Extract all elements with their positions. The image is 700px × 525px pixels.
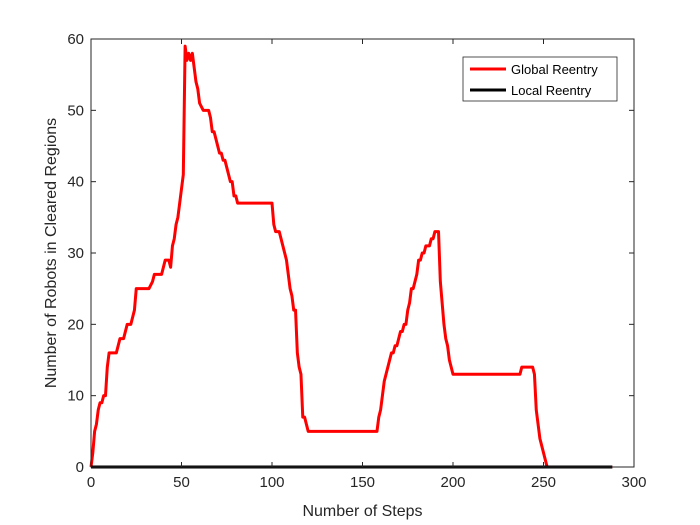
y-axis-label: Number of Robots in Cleared Regions — [43, 118, 60, 388]
y-tick-label: 20 — [67, 316, 84, 333]
legend: Global Reentry Local Reentry — [462, 56, 618, 102]
x-tick-label: 50 — [173, 474, 190, 491]
ticks-layer: 0 50 100 150 200 250 300 0 10 20 30 40 50 60 — [67, 31, 646, 491]
y-tick-label: 40 — [67, 174, 84, 191]
x-tick-label: 0 — [87, 474, 95, 491]
y-tick-label: 10 — [67, 388, 84, 405]
series-line-global-reentry — [89, 44, 613, 469]
y-tick-label: 0 — [76, 459, 84, 476]
axes-box — [90, 38, 635, 468]
x-tick-label: 300 — [621, 474, 646, 491]
legend-label-global-reentry: Global Reentry — [511, 62, 598, 77]
legend-box — [462, 56, 618, 102]
y-tick-label: 30 — [67, 245, 84, 262]
x-tick-label: 250 — [531, 474, 556, 491]
y-tick-label: 60 — [67, 31, 84, 48]
y-tick-label: 50 — [67, 102, 84, 119]
x-axis-label: Number of Steps — [302, 503, 422, 520]
plot-area — [91, 39, 634, 467]
x-tick-label: 150 — [350, 474, 375, 491]
x-tick-label: 100 — [259, 474, 284, 491]
x-tick-label: 200 — [440, 474, 465, 491]
legend-label-local-reentry: Local Reentry — [511, 83, 592, 98]
